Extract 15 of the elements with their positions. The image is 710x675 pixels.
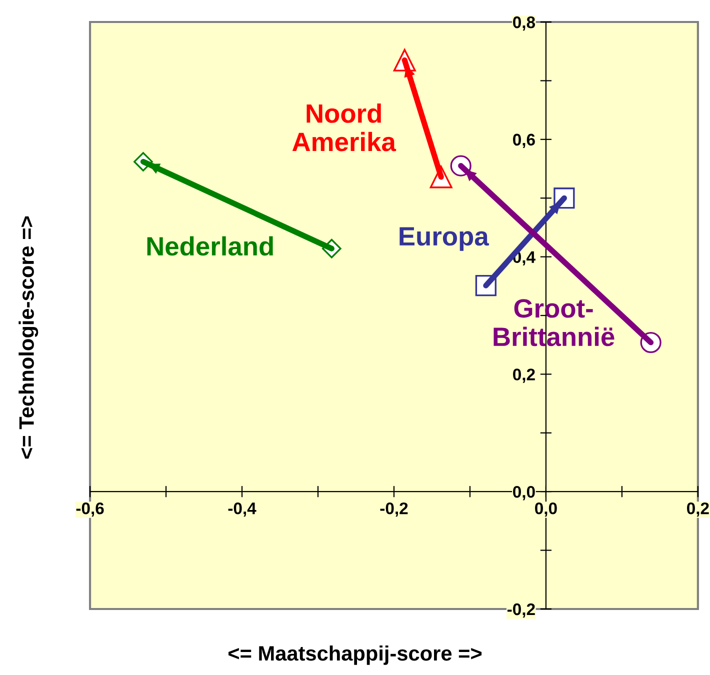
y-tick-label: 0,6 (513, 134, 535, 148)
x-tick-label: 0,0 (535, 502, 557, 517)
legend-label: Noord Amerika (292, 104, 396, 152)
series-label: Nederland (147, 236, 273, 256)
y-axis-title: <= Technologie-score => (18, 216, 38, 459)
x-tick-label: -0,2 (380, 502, 408, 517)
y-tick-label: 0,0 (513, 486, 535, 500)
x-tick-label: 0,2 (687, 502, 709, 517)
x-tick-label: -0,4 (228, 502, 256, 517)
x-axis-title: <= Maatschappij-score => (228, 645, 482, 665)
x-tick-label: -0,6 (76, 502, 104, 517)
y-tick-label: 0,2 (513, 368, 535, 383)
y-tick-label: 0,8 (513, 16, 536, 31)
y-tick-label: -0,2 (507, 603, 535, 618)
series-label: Europa (400, 227, 489, 251)
